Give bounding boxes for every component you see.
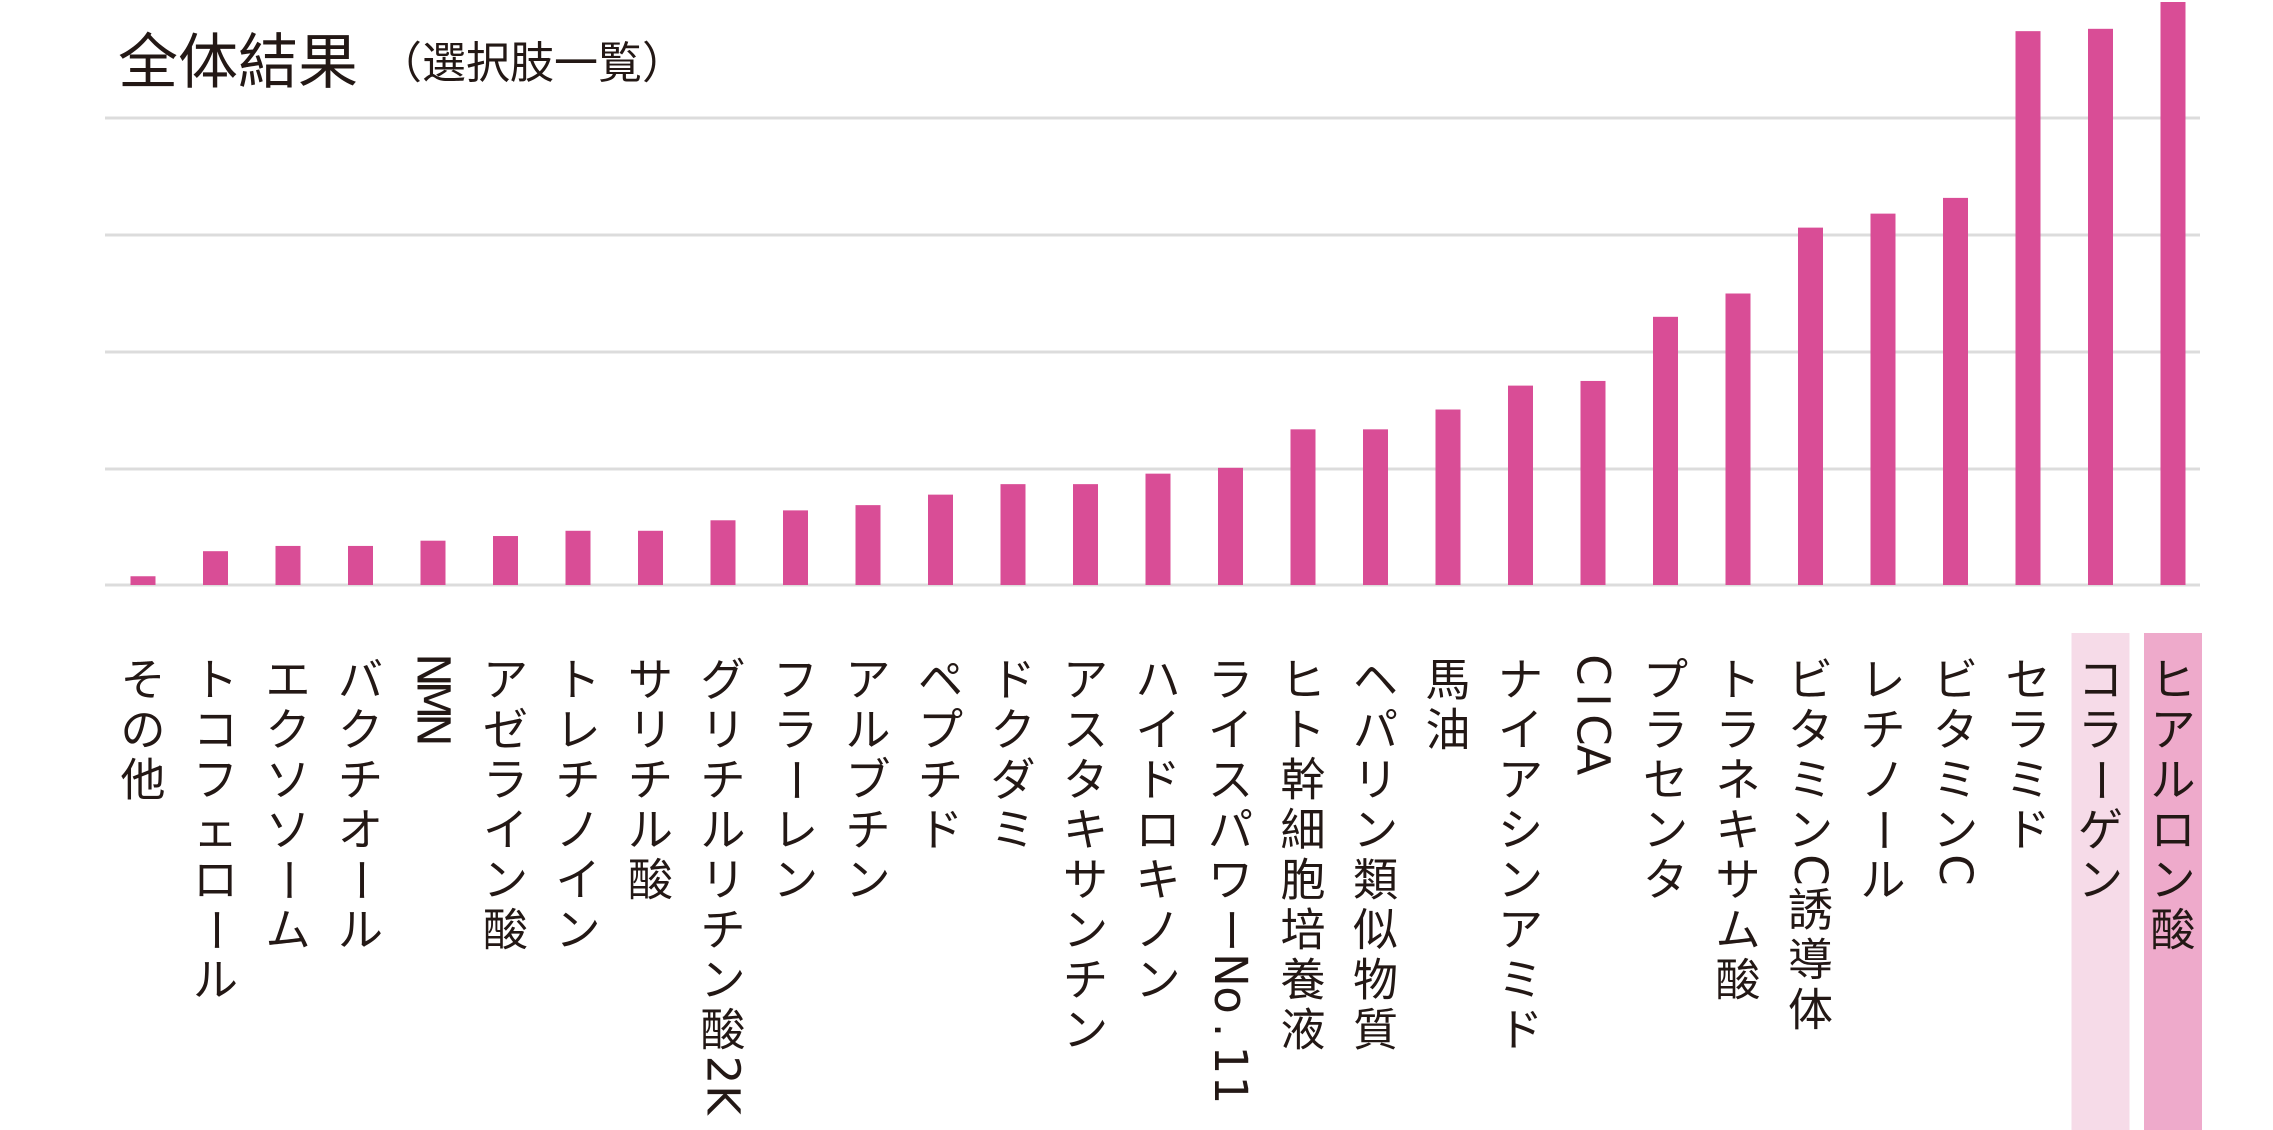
category-label-9-char-2: ー: [769, 757, 822, 802]
category-label-15: ライスパワ: [1208, 654, 1253, 907]
bar-16: [1290, 429, 1316, 585]
category-label-10: アルブチン: [845, 654, 890, 907]
category-label-7: サリチル酸: [628, 654, 673, 907]
category-label-23: ビタミン誘導体: [1788, 654, 1833, 1037]
category-label-15-char-10: 1: [1204, 1076, 1257, 1105]
category-label-20-char-1: I: [1567, 693, 1620, 706]
bar-15: [1218, 467, 1243, 585]
bar-13: [1073, 484, 1098, 585]
bar-10: [855, 505, 881, 585]
bar-1: [203, 551, 228, 585]
category-label-19: ナイアシンアミド: [1498, 654, 1543, 1057]
category-label-13: アスタキサンチン: [1063, 654, 1108, 1057]
category-label-4-char-0: N: [407, 653, 460, 687]
bar-28: [2160, 2, 2186, 585]
chart-subtitle: （選択肢一覧）: [378, 38, 686, 89]
bar-layer: [130, 2, 2186, 586]
bar-21: [1653, 316, 1678, 585]
bar-26: [2015, 31, 2041, 585]
bar-8: [710, 520, 736, 585]
bar-6: [565, 530, 591, 585]
bar-22: [1725, 293, 1751, 585]
category-label-2: エクソソム: [265, 654, 310, 957]
category-label-3-char-4: ー: [334, 857, 387, 902]
category-label-24: レチノル: [1860, 654, 1905, 907]
bar-2: [275, 545, 301, 585]
category-label-6: トレチノイン: [555, 654, 600, 957]
category-label-26: セラミド: [2005, 654, 2050, 857]
bar-11: [928, 494, 953, 585]
category-label-23-char-4: C: [1784, 854, 1837, 885]
category-label-22: トラネキサム酸: [1715, 654, 1760, 1007]
bar-19: [1508, 385, 1533, 585]
grid-layer: [105, 116, 2200, 587]
category-label-8: グリチルリチン酸: [700, 654, 745, 1057]
bar-9: [783, 510, 808, 585]
bar-12: [1000, 484, 1026, 585]
bar-18: [1435, 409, 1461, 585]
bar-5: [493, 536, 518, 585]
category-label-15-char-8: .: [1204, 1023, 1257, 1037]
chart-title: 全体結果: [118, 28, 358, 98]
highlight-27: [2071, 633, 2130, 1130]
category-label-8-char-8: 2: [697, 1056, 750, 1085]
bar-17: [1363, 429, 1388, 585]
category-label-28: ヒアルロン酸: [2150, 654, 2195, 957]
bar-27: [2088, 28, 2113, 586]
category-label-27-char-2: ー: [2074, 757, 2127, 802]
category-label-4-char-2: N: [407, 713, 460, 747]
category-label-11: ペプチド: [918, 654, 963, 857]
category-label-18: 馬油: [1425, 654, 1470, 757]
category-label-17: ヘパリン類似物質: [1353, 654, 1398, 1057]
category-label-12: ドクダミ: [990, 654, 1035, 857]
category-label-5: アゼライン酸: [483, 654, 528, 957]
category-label-25: ビタミン: [1933, 654, 1978, 857]
highlight-layer: [2071, 633, 2202, 1130]
bar-4: [420, 540, 446, 585]
category-label-20-char-3: A: [1567, 745, 1620, 776]
category-label-27: コラゲン: [2078, 654, 2123, 907]
bar-25: [1943, 197, 1968, 585]
category-label-14: ハイドロキノン: [1135, 654, 1180, 1007]
category-label-25-char-4: C: [1929, 854, 1982, 885]
category-label-8-char-9: K: [697, 1085, 750, 1116]
category-label-20-char-2: C: [1567, 714, 1620, 745]
bar-24: [1870, 213, 1896, 585]
category-label-4-char-1: M: [407, 681, 460, 720]
category-label-15-char-6: N: [1204, 953, 1257, 987]
category-label-21: プラセンタ: [1643, 654, 1688, 907]
category-label-15-char-5: ー: [1204, 907, 1257, 952]
bar-14: [1145, 473, 1171, 585]
bar-0: [130, 576, 156, 585]
category-labels: その他ートコフェロルーエクソソムーバクチオルNMNアゼライン酸トレチノインサリチ…: [120, 653, 2195, 1116]
category-label-24-char-3: ー: [1857, 807, 1910, 852]
bar-20: [1580, 380, 1606, 585]
category-label-15-char-9: 1: [1204, 1046, 1257, 1075]
category-label-2-char-4: ー: [262, 857, 315, 902]
category-label-1-char-5: ー: [189, 907, 242, 952]
category-label-1: トコフェロル: [193, 654, 238, 1007]
category-label-9: フラレン: [773, 654, 818, 907]
category-label-3: バクチオル: [338, 654, 383, 957]
bar-23: [1798, 227, 1823, 585]
category-label-0: その他: [120, 654, 165, 807]
category-label-15-char-7: o: [1204, 986, 1257, 1014]
bar-3: [348, 545, 373, 585]
category-label-16: ヒト幹細胞培養液: [1280, 654, 1325, 1057]
bar-7: [638, 530, 663, 585]
highlight-28: [2144, 633, 2202, 1130]
category-label-20-char-0: C: [1567, 654, 1620, 685]
